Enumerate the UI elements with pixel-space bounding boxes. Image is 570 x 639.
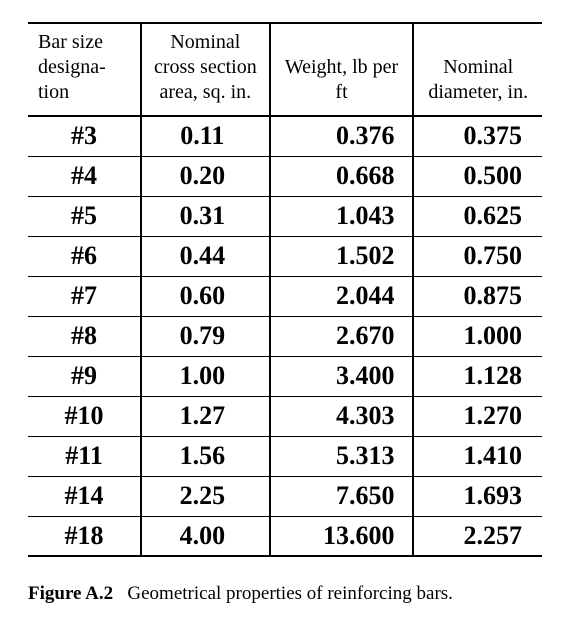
table-row: #40.200.6680.500 (28, 156, 542, 196)
cell-weight: 0.668 (270, 156, 414, 196)
cell-diameter: 0.875 (413, 276, 542, 316)
cell-diameter: 0.625 (413, 196, 542, 236)
cell-bar-size: #5 (28, 196, 141, 236)
cell-weight: 3.400 (270, 356, 414, 396)
table-row: #70.602.0440.875 (28, 276, 542, 316)
cell-weight: 0.376 (270, 116, 414, 156)
col-header-weight: Weight, lb per ft (270, 23, 414, 116)
cell-area: 0.11 (141, 116, 270, 156)
cell-area: 1.27 (141, 396, 270, 436)
cell-area: 1.56 (141, 436, 270, 476)
cell-weight: 2.044 (270, 276, 414, 316)
table-row: #60.441.5020.750 (28, 236, 542, 276)
cell-bar-size: #3 (28, 116, 141, 156)
table-row: #50.311.0430.625 (28, 196, 542, 236)
table-row: #142.257.6501.693 (28, 476, 542, 516)
cell-bar-size: #9 (28, 356, 141, 396)
cell-bar-size: #14 (28, 476, 141, 516)
figure-label: Figure A.2 (28, 583, 113, 604)
cell-diameter: 1.000 (413, 316, 542, 356)
cell-bar-size: #18 (28, 516, 141, 556)
cell-weight: 4.303 (270, 396, 414, 436)
table-row: #101.274.3031.270 (28, 396, 542, 436)
rebar-properties-table: Bar size designa- tion Nominal cross sec… (28, 22, 542, 557)
cell-diameter: 1.128 (413, 356, 542, 396)
cell-diameter: 0.750 (413, 236, 542, 276)
cell-bar-size: #6 (28, 236, 141, 276)
table-header: Bar size designa- tion Nominal cross sec… (28, 23, 542, 116)
cell-bar-size: #7 (28, 276, 141, 316)
cell-diameter: 0.500 (413, 156, 542, 196)
cell-area: 0.20 (141, 156, 270, 196)
cell-weight: 1.502 (270, 236, 414, 276)
cell-area: 0.31 (141, 196, 270, 236)
cell-diameter: 1.410 (413, 436, 542, 476)
cell-bar-size: #4 (28, 156, 141, 196)
cell-diameter: 1.693 (413, 476, 542, 516)
cell-bar-size: #10 (28, 396, 141, 436)
cell-area: 0.44 (141, 236, 270, 276)
cell-weight: 13.600 (270, 516, 414, 556)
cell-area: 1.00 (141, 356, 270, 396)
cell-weight: 2.670 (270, 316, 414, 356)
cell-bar-size: #8 (28, 316, 141, 356)
figure-caption: Figure A.2 Geometrical properties of rei… (28, 583, 542, 605)
cell-area: 0.79 (141, 316, 270, 356)
cell-diameter: 2.257 (413, 516, 542, 556)
table-row: #91.003.4001.128 (28, 356, 542, 396)
cell-weight: 7.650 (270, 476, 414, 516)
col-header-bar-size: Bar size designa- tion (28, 23, 141, 116)
cell-diameter: 1.270 (413, 396, 542, 436)
table-body: #30.110.3760.375#40.200.6680.500#50.311.… (28, 116, 542, 556)
col-header-area: Nominal cross section area, sq. in. (141, 23, 270, 116)
cell-area: 4.00 (141, 516, 270, 556)
cell-diameter: 0.375 (413, 116, 542, 156)
figure-caption-text: Geometrical properties of reinforcing ba… (127, 583, 453, 604)
page: Bar size designa- tion Nominal cross sec… (0, 0, 570, 605)
table-row: #80.792.6701.000 (28, 316, 542, 356)
table-row: #30.110.3760.375 (28, 116, 542, 156)
cell-weight: 5.313 (270, 436, 414, 476)
cell-bar-size: #11 (28, 436, 141, 476)
table-row: #111.565.3131.410 (28, 436, 542, 476)
cell-area: 0.60 (141, 276, 270, 316)
cell-weight: 1.043 (270, 196, 414, 236)
col-header-diameter: Nominal diameter, in. (413, 23, 542, 116)
cell-area: 2.25 (141, 476, 270, 516)
table-row: #184.0013.6002.257 (28, 516, 542, 556)
